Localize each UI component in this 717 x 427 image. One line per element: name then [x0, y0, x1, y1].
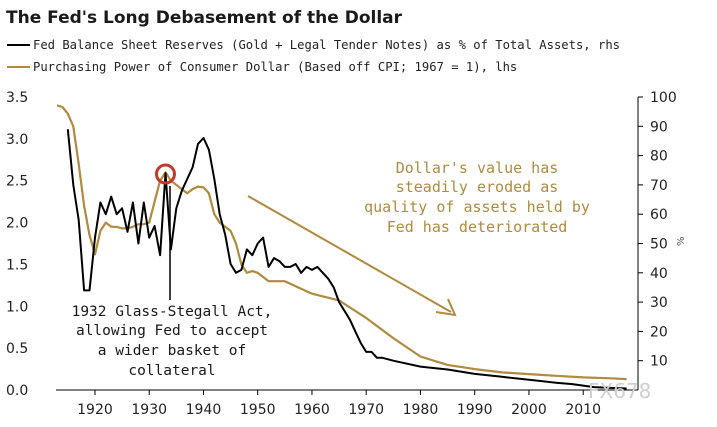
gold-annotation-line-2: steadily eroded as — [396, 178, 559, 196]
black-annotation-line-2: allowing Fed to accept — [76, 323, 268, 339]
black-annotation: 1932 Glass-Stegall Act, allowing Fed to … — [66, 300, 280, 382]
left-tick-label: 1.0 — [6, 299, 28, 315]
right-axis-unit: % — [676, 236, 687, 246]
x-tick-label: 1950 — [240, 402, 276, 418]
black-annotation-line-1: 1932 Glass-Stegall Act, — [72, 304, 273, 320]
gold-annotation-line-3: quality of assets held by — [364, 198, 590, 216]
x-tick-label: 2010 — [565, 402, 601, 418]
gold-annotation-line-1: Dollar's value has — [396, 159, 559, 177]
right-tick-label: 70 — [650, 178, 668, 194]
left-tick-label: 0.0 — [6, 383, 28, 399]
glass-steagall-marker-circle — [154, 163, 176, 185]
right-tick-label: 10 — [650, 354, 668, 370]
gold-annotation-line-4: Fed has deteriorated — [387, 218, 568, 236]
left-tick-label: 2.0 — [6, 216, 28, 232]
chart-title: The Fed's Long Debasement of the Dollar — [6, 8, 403, 28]
x-tick-label: 1980 — [403, 402, 439, 418]
right-tick-label: 90 — [650, 119, 668, 135]
series-layer — [56, 104, 627, 390]
left-axis-ticks: 0.0 0.5 1.0 1.5 2.0 2.5 3.0 3.5 — [6, 90, 28, 399]
right-tick-label: 80 — [650, 149, 668, 165]
watermark: FX678 — [588, 379, 651, 403]
right-tick-label: 50 — [650, 237, 668, 253]
left-tick-label: 2.5 — [6, 174, 28, 190]
right-tick-label: 100 — [650, 90, 677, 106]
trend-arrow-head — [435, 298, 457, 317]
left-tick-label: 1.5 — [6, 257, 28, 273]
x-tick-label: 1990 — [457, 402, 493, 418]
black-annotation-background — [66, 300, 280, 382]
black-annotation-line-3: a wider basket of — [98, 343, 246, 359]
x-axis-ticks: 1920 1930 1940 1950 1960 1970 1980 1990 2000 2010 — [77, 390, 601, 418]
left-tick-label: 3.5 — [6, 90, 28, 106]
left-tick-label: 0.5 — [6, 341, 28, 357]
x-tick-label: 1970 — [348, 402, 384, 418]
right-tick-label: 40 — [650, 266, 668, 282]
x-tick-label: 2000 — [511, 402, 547, 418]
gold-annotation: Dollar's value has steadily eroded as qu… — [364, 159, 590, 236]
x-tick-label: 1940 — [186, 402, 222, 418]
right-tick-label: 60 — [650, 207, 668, 223]
x-tick-label: 1960 — [294, 402, 330, 418]
legend-label-purchasing-power: Purchasing Power of Consumer Dollar (Bas… — [33, 60, 517, 74]
x-tick-label: 1920 — [77, 402, 113, 418]
black-annotation-line-4: collateral — [128, 363, 215, 379]
x-tick-label: 1930 — [131, 402, 167, 418]
trend-arrow-line — [247, 195, 452, 313]
series-line-purchasing-power — [56, 104, 627, 381]
legend: Fed Balance Sheet Reserves (Gold + Legal… — [7, 38, 620, 74]
right-tick-label: 30 — [650, 295, 668, 311]
right-tick-label: 20 — [650, 324, 668, 340]
left-tick-label: 3.0 — [6, 132, 28, 148]
legend-label-reserves: Fed Balance Sheet Reserves (Gold + Legal… — [33, 38, 620, 52]
series-line-reserves — [66, 129, 627, 390]
right-axis-ticks: 10 20 30 40 50 60 70 80 90 100 — [638, 90, 677, 370]
